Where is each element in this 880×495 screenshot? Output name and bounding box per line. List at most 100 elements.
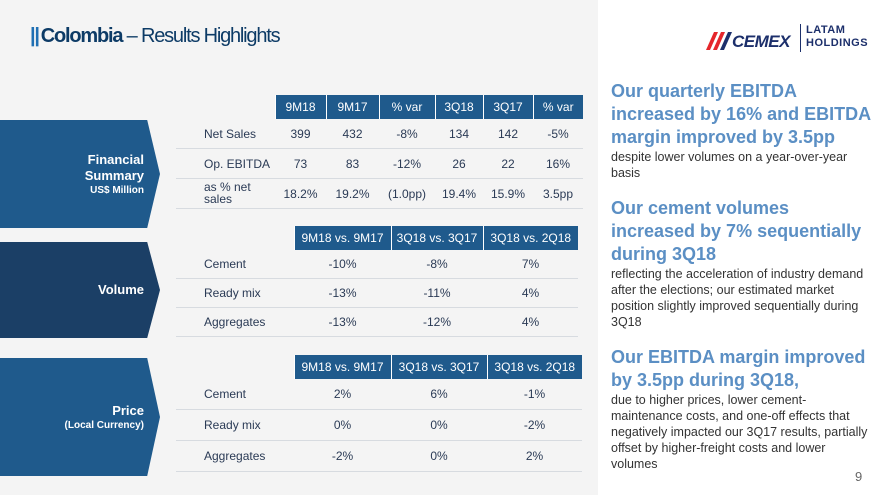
table-row: as % net sales 18.2% 19.2% (1.0pp) 19.4%… <box>176 178 583 209</box>
price-header: 3Q18 vs. 2Q18 <box>486 355 582 379</box>
price-header: 9M18 vs. 9M17 <box>293 355 391 379</box>
volume-title: Volume <box>98 282 144 297</box>
table-cell: -2% <box>487 409 582 441</box>
highlight-3: Our EBITDA margin improved by 3.5pp duri… <box>611 346 871 472</box>
table-cell: 2% <box>487 440 582 472</box>
highlight-heading: Our cement volumes increased by 7% seque… <box>611 198 862 264</box>
table-cell: 7% <box>483 250 578 279</box>
financial-header: % var <box>532 95 583 119</box>
table-row: Ready mix 0% 0% -2% <box>176 409 582 441</box>
highlight-body: reflecting the acceleration of industry … <box>611 267 864 329</box>
row-label: Cement <box>176 379 294 410</box>
volume-header: 9M18 vs. 9M17 <box>293 226 391 250</box>
table-cell: 83 <box>326 148 379 179</box>
table-cell: -8% <box>391 250 483 279</box>
row-label: Aggregates <box>176 307 294 337</box>
table-cell: -2% <box>294 440 391 472</box>
logo-latam-line2: HOLDINGS <box>806 37 869 49</box>
row-label: as % net sales <box>176 178 275 209</box>
highlight-body: due to higher prices, lower cement-maint… <box>611 393 868 471</box>
volume-header: 3Q18 vs. 2Q18 <box>482 226 578 250</box>
table-cell: -5% <box>533 119 583 149</box>
table-cell: 142 <box>483 119 533 149</box>
table-cell: 16% <box>533 148 583 179</box>
table-cell: -11% <box>391 278 483 308</box>
table-row: Ready mix -13% -11% 4% <box>176 278 578 308</box>
table-cell: 4% <box>483 307 578 337</box>
highlight-body: despite lower volumes on a year-over-yea… <box>611 150 848 180</box>
financial-summary-label: Financial Summary US$ Million <box>0 120 160 228</box>
volume-header-row: 9M18 vs. 9M17 3Q18 vs. 3Q17 3Q18 vs. 2Q1… <box>176 226 578 250</box>
volume-label: Volume <box>0 242 160 338</box>
volume-table: 9M18 vs. 9M17 3Q18 vs. 3Q17 3Q18 vs. 2Q1… <box>176 226 578 337</box>
title-country: Colombia <box>40 25 124 47</box>
table-row: Aggregates -13% -12% 4% <box>176 307 578 337</box>
table-cell: 4% <box>483 278 578 308</box>
table-cell: 0% <box>391 409 487 441</box>
table-cell: 0% <box>391 440 487 472</box>
table-row: Cement -10% -8% 7% <box>176 250 578 279</box>
table-cell: -8% <box>379 119 435 149</box>
table-cell: 19.4% <box>435 178 483 209</box>
right-panel <box>598 0 880 495</box>
table-cell: 19.2% <box>326 178 379 209</box>
page-title: || Colombia – Results Highlights <box>30 25 281 48</box>
financial-header: 3Q17 <box>482 95 533 119</box>
row-label: Cement <box>176 250 294 279</box>
logo-divider <box>800 24 801 52</box>
highlight-heading: Our EBITDA margin improved by 3.5pp duri… <box>611 347 866 390</box>
table-cell: 0% <box>294 409 391 441</box>
price-header: 3Q18 vs. 3Q17 <box>390 355 487 379</box>
table-cell: 6% <box>391 379 487 410</box>
table-cell: -12% <box>379 148 435 179</box>
table-cell: -13% <box>294 307 391 337</box>
table-cell: 2% <box>294 379 391 410</box>
financial-header: 9M17 <box>325 95 379 119</box>
title-bars: || <box>30 25 40 47</box>
row-label: Aggregates <box>176 440 294 472</box>
financial-header-row: 9M18 9M17 % var 3Q18 3Q17 % var <box>176 95 583 119</box>
row-label: Ready mix <box>176 278 294 308</box>
title-rest: – Results Highlights <box>122 25 281 47</box>
price-header-row: 9M18 vs. 9M17 3Q18 vs. 3Q17 3Q18 vs. 2Q1… <box>176 355 582 379</box>
cemex-logo: CEMEX LATAM HOLDINGS <box>702 24 872 54</box>
financial-header: 3Q18 <box>434 95 483 119</box>
price-label: Price (Local Currency) <box>0 358 160 476</box>
table-row: Cement 2% 6% -1% <box>176 379 582 410</box>
page-number: 9 <box>855 469 863 484</box>
highlight-2: Our cement volumes increased by 7% seque… <box>611 197 871 330</box>
table-cell: 18.2% <box>275 178 326 209</box>
price-title: Price <box>112 402 144 418</box>
volume-header: 3Q18 vs. 3Q17 <box>390 226 483 250</box>
price-subtitle: (Local Currency) <box>64 419 144 431</box>
row-label: Op. EBITDA <box>176 148 275 179</box>
table-cell: -1% <box>487 379 582 410</box>
financial-header: 9M18 <box>274 95 326 119</box>
price-table: 9M18 vs. 9M17 3Q18 vs. 3Q17 3Q18 vs. 2Q1… <box>176 355 582 472</box>
table-cell: 134 <box>435 119 483 149</box>
table-cell: (1.0pp) <box>379 178 435 209</box>
financial-subtitle: US$ Million <box>90 184 144 196</box>
highlight-heading: Our quarterly EBITDA increased by 16% an… <box>611 81 871 147</box>
table-cell: 432 <box>326 119 379 149</box>
financial-header: % var <box>378 95 435 119</box>
table-cell: 22 <box>483 148 533 179</box>
logo-latam: LATAM HOLDINGS <box>806 24 868 50</box>
table-cell: -13% <box>294 278 391 308</box>
table-cell: -12% <box>391 307 483 337</box>
table-cell: 15.9% <box>483 178 533 209</box>
financial-title-1: Financial <box>87 151 144 167</box>
table-row: Aggregates -2% 0% 2% <box>176 440 582 472</box>
table-cell: 3.5pp <box>533 178 583 209</box>
financial-title-2: Summary <box>84 167 144 183</box>
table-cell: 399 <box>275 119 326 149</box>
logo-latam-line1: LATAM <box>806 24 846 36</box>
financial-table: 9M18 9M17 % var 3Q18 3Q17 % var Net Sale… <box>176 95 583 209</box>
table-row: Op. EBITDA 73 83 -12% 26 22 16% <box>176 148 583 179</box>
table-cell: 73 <box>275 148 326 179</box>
table-cell: 26 <box>435 148 483 179</box>
cemex-stripes-icon <box>706 32 732 50</box>
highlight-1: Our quarterly EBITDA increased by 16% an… <box>611 80 871 181</box>
table-cell: -10% <box>294 250 391 279</box>
table-row: Net Sales 399 432 -8% 134 142 -5% <box>176 119 583 149</box>
